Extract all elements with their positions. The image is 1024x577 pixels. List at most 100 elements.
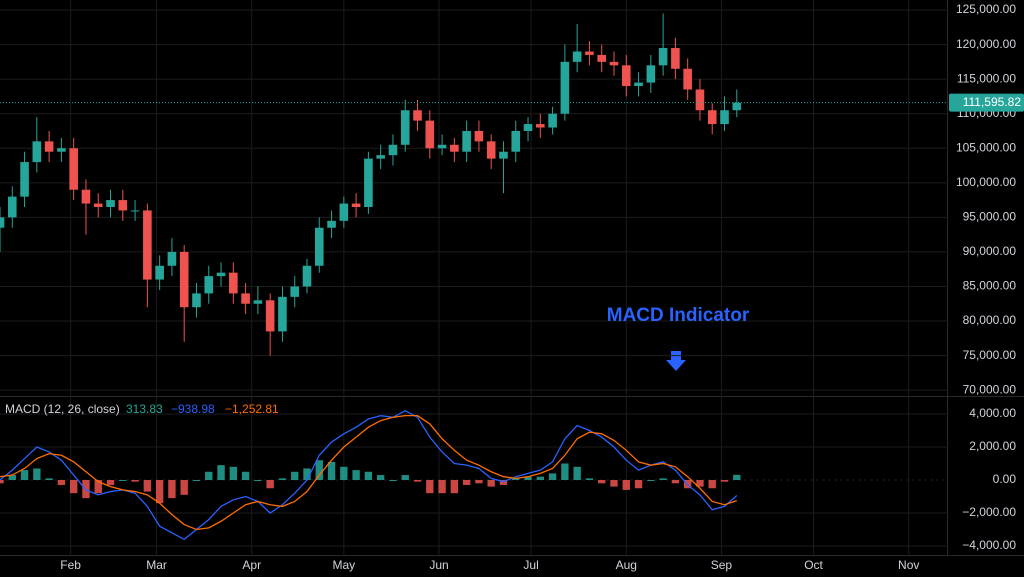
candle-body [683, 68, 692, 90]
x-tick-label: Sep [711, 558, 733, 572]
series-last-value: −1,252.81 [225, 402, 279, 416]
histogram-bar [426, 480, 434, 494]
candle-body [265, 300, 275, 332]
x-tick-label: Apr [242, 558, 261, 572]
y2-tick-label: 0.00 [993, 472, 1017, 486]
y-tick-label: 95,000.00 [963, 210, 1017, 224]
histogram-bar [205, 471, 213, 481]
candle-body [278, 296, 287, 332]
candle-body [400, 110, 410, 145]
y2-tick-label: −2,000.00 [962, 505, 1016, 519]
histogram-bar [20, 470, 29, 481]
histogram-bar [131, 480, 139, 482]
histogram-bar [241, 471, 250, 481]
candle-body [339, 203, 349, 221]
candle-body [327, 220, 336, 228]
candle-body [130, 210, 140, 212]
candle-body [523, 124, 533, 131]
histogram-bar [573, 466, 581, 481]
histogram-bar [733, 474, 741, 481]
candle-body [253, 300, 263, 304]
candle-body [572, 51, 582, 62]
candle-body [216, 272, 226, 277]
histogram-bar [168, 480, 176, 499]
candle-body [560, 61, 570, 114]
histogram-bar [536, 476, 544, 481]
candle-body [609, 61, 619, 66]
histogram-bar [450, 480, 459, 494]
candle-body [7, 196, 17, 218]
histogram-bar [671, 480, 680, 484]
histogram-bar [720, 480, 729, 482]
candle-body [695, 89, 705, 111]
candle-body [69, 148, 78, 190]
candle-body [0, 217, 5, 228]
candle-body [536, 124, 545, 128]
candle-body [548, 113, 557, 128]
histogram-bar [254, 480, 262, 482]
histogram-bar [217, 465, 225, 481]
candle-body [425, 120, 435, 149]
histogram-bar [561, 463, 569, 481]
y-tick-label: 105,000.00 [956, 140, 1016, 154]
histogram-bar [647, 480, 655, 482]
histogram-bar [340, 466, 348, 481]
histogram-bar [610, 480, 618, 487]
y2-tick-label: 4,000.00 [969, 406, 1016, 420]
candle-body [376, 155, 385, 159]
candle-body [118, 200, 128, 211]
y-tick-label: 75,000.00 [963, 348, 1017, 362]
candle-body [486, 141, 496, 159]
histogram-bar [106, 480, 115, 485]
candle-body [81, 189, 91, 204]
histogram-bar [143, 480, 152, 492]
histogram-bar [438, 480, 446, 494]
histogram-bar [524, 476, 532, 481]
y-tick-label: 120,000.00 [956, 37, 1016, 51]
histogram-bar [327, 461, 336, 481]
histogram-bar [192, 480, 201, 482]
candle-body [302, 265, 312, 287]
histogram-bar [401, 475, 409, 481]
histogram-bar [487, 480, 495, 487]
histogram-bar [119, 480, 127, 482]
histogram-bar [315, 460, 323, 481]
candle-body [720, 110, 729, 125]
y-tick-label: 90,000.00 [963, 244, 1017, 258]
y-tick-label: 85,000.00 [963, 279, 1017, 293]
candle-body [597, 54, 607, 62]
candle-body [388, 144, 398, 156]
histogram-bar [462, 480, 471, 485]
candle-body [499, 151, 508, 159]
candle-body [179, 251, 189, 308]
histogram-bar [389, 480, 397, 482]
histogram-bar [266, 480, 274, 489]
candle-body [20, 162, 29, 197]
histogram-bar [33, 468, 41, 481]
series-last-value: −938.98 [171, 402, 215, 416]
histogram-bar [291, 471, 299, 481]
x-tick-label: May [332, 558, 355, 572]
candle-body [241, 293, 250, 304]
candle-body [658, 48, 668, 66]
x-tick-label: Mar [146, 558, 167, 572]
last-price-box [949, 93, 1024, 112]
candle-body [413, 110, 422, 121]
histogram-bar [352, 470, 360, 481]
candle-body [511, 130, 521, 152]
candle-body [351, 203, 361, 208]
x-tick-label: Jun [429, 558, 448, 572]
candle-body [585, 51, 594, 55]
candle-body [167, 251, 177, 266]
histogram-bar [634, 480, 643, 489]
histogram-bar [8, 475, 16, 481]
candle-body [364, 158, 373, 208]
y-tick-label: 70,000.00 [963, 382, 1017, 396]
histogram-bar [499, 480, 508, 485]
y2-tick-label: 2,000.00 [969, 439, 1016, 453]
histogram-bar [57, 480, 66, 485]
candle-body [707, 110, 717, 125]
histogram-bar [180, 480, 188, 495]
histogram-bar [696, 480, 704, 487]
